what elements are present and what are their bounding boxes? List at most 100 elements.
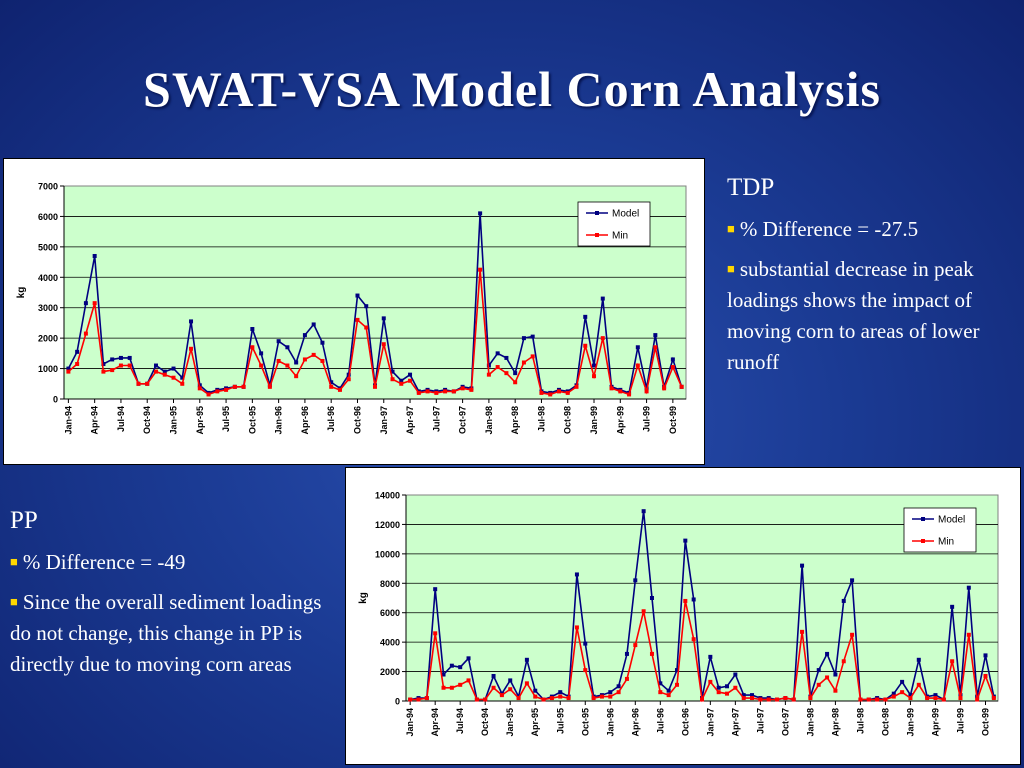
- data-point-min: [775, 697, 780, 702]
- data-point-min: [900, 690, 905, 695]
- data-point-min: [224, 387, 229, 392]
- data-point-min: [373, 384, 377, 389]
- data-point-min: [800, 629, 805, 634]
- legend-box: [577, 201, 651, 247]
- legend-swatch-marker: [595, 233, 599, 237]
- data-point-min: [443, 389, 448, 394]
- data-point-model: [433, 587, 438, 592]
- x-tick-label: Apr-95: [530, 708, 540, 737]
- data-point-min: [783, 696, 788, 701]
- data-point-min: [539, 390, 544, 395]
- data-point-model: [355, 293, 360, 298]
- data-point-min: [833, 688, 838, 693]
- data-point-model: [399, 378, 404, 383]
- x-tick-label: Apr-97: [730, 708, 740, 737]
- data-point-model: [750, 693, 755, 698]
- y-tick-label: 12000: [375, 520, 400, 530]
- data-point-model: [311, 322, 316, 327]
- data-point-model: [708, 654, 713, 659]
- data-point-model: [583, 641, 588, 646]
- data-point-min: [565, 390, 570, 395]
- data-point-min: [408, 697, 413, 702]
- data-point-model: [408, 372, 413, 377]
- pp-difference-text: % Difference = -49: [22, 550, 186, 574]
- data-point-model: [825, 651, 830, 656]
- data-point-min: [599, 694, 604, 699]
- data-point-model: [521, 336, 526, 341]
- data-point-min: [658, 690, 663, 695]
- data-point-model: [683, 538, 688, 543]
- x-tick-label: Jul-94: [455, 708, 465, 734]
- data-point-min: [616, 690, 621, 695]
- data-point-min: [215, 389, 220, 394]
- data-point-min: [127, 363, 132, 368]
- data-point-model: [716, 685, 721, 690]
- x-tick-label: Jul-94: [116, 406, 126, 432]
- data-point-min: [950, 659, 955, 664]
- tdp-heading: TDP: [727, 174, 775, 201]
- data-point-min: [171, 375, 176, 380]
- data-point-min: [633, 643, 638, 648]
- bullet-icon: ■: [727, 221, 735, 236]
- data-point-model: [153, 363, 158, 368]
- tdp-bullet-difference: ■ % Difference = -27.5: [727, 213, 1012, 245]
- x-tick-label: Apr-94: [90, 406, 100, 435]
- data-point-model: [466, 656, 471, 661]
- data-point-min: [232, 384, 237, 389]
- data-point-min: [583, 668, 588, 673]
- data-point-min: [574, 384, 579, 389]
- x-tick-label: Jan-97: [379, 406, 389, 435]
- data-point-min: [491, 685, 496, 690]
- x-tick-label: Apr-98: [510, 406, 520, 435]
- x-tick-label: Jul-97: [755, 708, 765, 734]
- data-point-model: [583, 314, 588, 319]
- plot-area: [405, 494, 999, 702]
- data-point-min: [850, 632, 855, 637]
- data-point-min: [983, 673, 988, 678]
- legend-swatch-marker: [595, 211, 599, 215]
- data-point-min: [566, 696, 571, 701]
- data-point-min: [486, 372, 491, 377]
- data-point-model: [364, 304, 369, 309]
- y-tick-label: 6000: [38, 212, 58, 222]
- data-point-model: [320, 340, 325, 345]
- data-point-model: [127, 355, 132, 360]
- data-point-min: [197, 386, 202, 391]
- data-point-model: [841, 598, 846, 603]
- data-point-model: [83, 301, 88, 306]
- y-tick-label: 1000: [38, 364, 58, 374]
- data-point-model: [285, 345, 290, 350]
- data-point-min: [666, 693, 671, 698]
- x-tick-label: Oct-94: [480, 708, 490, 736]
- data-point-min: [541, 697, 546, 702]
- x-tick-label: Jan-94: [405, 708, 415, 737]
- x-tick-label: Apr-99: [930, 708, 940, 737]
- data-point-min: [276, 358, 281, 363]
- data-point-min: [329, 384, 334, 389]
- data-point-min: [474, 697, 479, 702]
- data-point-min: [458, 682, 463, 687]
- legend-label: Min: [612, 231, 628, 242]
- x-tick-label: Oct-97: [780, 708, 790, 736]
- data-point-min: [609, 386, 614, 391]
- data-point-model: [530, 334, 535, 339]
- data-point-min: [145, 381, 150, 386]
- x-tick-label: Jul-99: [642, 406, 652, 432]
- data-point-min: [460, 386, 465, 391]
- data-point-min: [530, 354, 535, 359]
- data-point-model: [574, 572, 579, 577]
- x-tick-label: Oct-99: [980, 708, 990, 736]
- x-tick-label: Jul-96: [655, 708, 665, 734]
- data-point-model: [616, 684, 621, 689]
- data-point-model: [180, 375, 185, 380]
- data-point-min: [66, 369, 71, 374]
- x-tick-label: Oct-95: [580, 708, 590, 736]
- data-point-model: [653, 333, 658, 338]
- tdp-panel: TDP ■% Difference = -27.5 ■ substantial d…: [727, 172, 1012, 386]
- data-point-model: [524, 657, 529, 662]
- data-point-model: [600, 296, 605, 301]
- bullet-icon: ■: [10, 554, 18, 569]
- data-point-min: [933, 696, 938, 701]
- x-tick-label: Jul-96: [326, 406, 336, 432]
- x-tick-label: Apr-96: [630, 708, 640, 737]
